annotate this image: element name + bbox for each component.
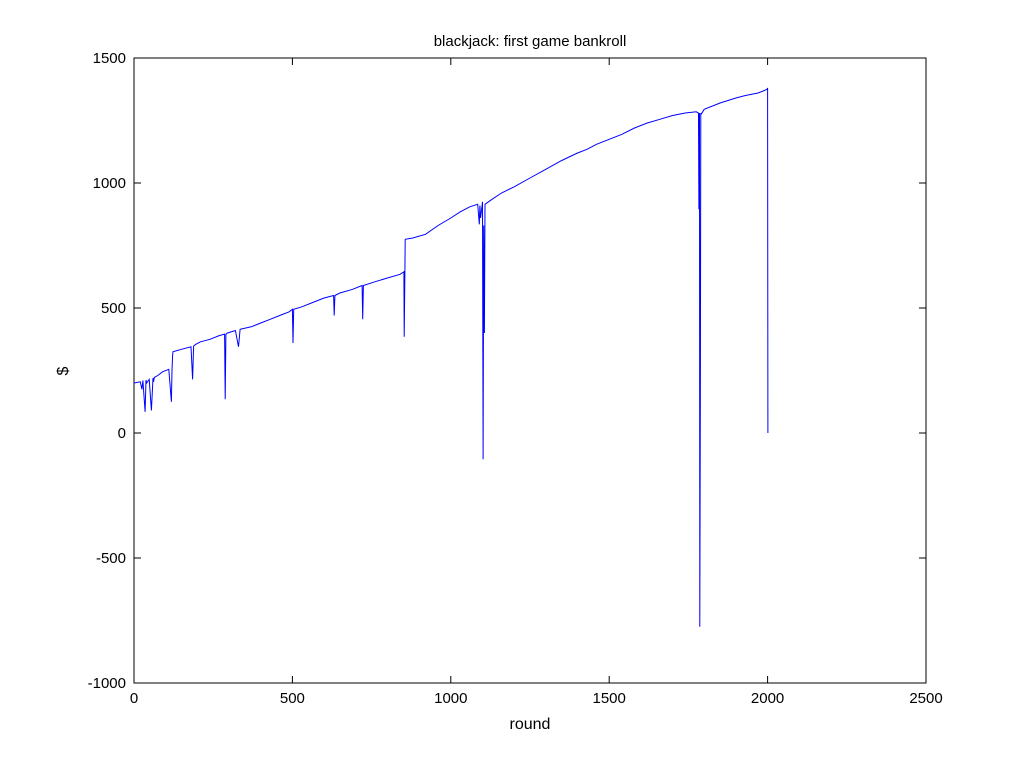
y-tick-label: 0 <box>118 425 126 442</box>
y-axis-ticks: -1000 -500 0 500 1000 1500 <box>88 50 926 692</box>
y-tick-label: -1000 <box>88 675 126 692</box>
y-tick-label: -500 <box>96 550 126 567</box>
y-tick-label: 500 <box>101 300 126 317</box>
axes-box <box>133 57 927 684</box>
series-layer <box>133 87 769 627</box>
y-axis-label: $ <box>55 366 72 375</box>
x-tick-label: 1000 <box>434 690 467 707</box>
y-tick-label: 1500 <box>93 50 126 67</box>
x-tick-label: 500 <box>280 690 305 707</box>
x-tick-label: 0 <box>130 690 138 707</box>
x-axis-ticks: 0 500 1000 1500 2000 2500 <box>130 58 943 707</box>
bankroll-series-line <box>133 87 769 627</box>
x-axis-label: round <box>510 716 551 733</box>
x-tick-label: 1500 <box>593 690 626 707</box>
x-tick-label: 2500 <box>909 690 942 707</box>
chart-title: blackjack: first game bankroll <box>434 33 627 50</box>
x-tick-label: 2000 <box>751 690 784 707</box>
y-tick-label: 1000 <box>93 175 126 192</box>
plot-area: 0 500 1000 1500 2000 2500 -1000 -500 0 500 1000 15… <box>88 50 943 707</box>
